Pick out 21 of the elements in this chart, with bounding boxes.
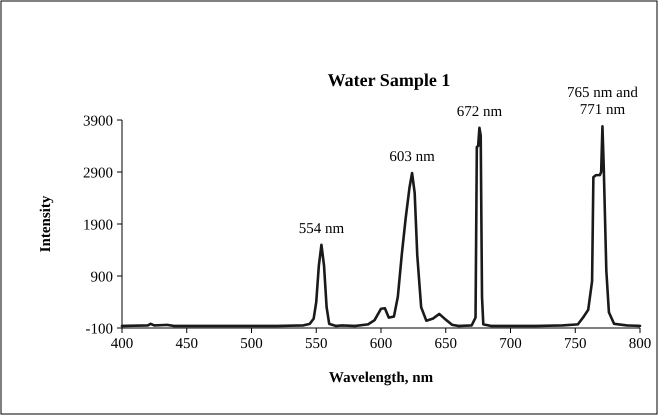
x-axis-title: Wavelength, nm: [328, 370, 434, 386]
annotation: 603 nm: [389, 149, 436, 166]
annotation: 765 nm and 771 nm: [567, 85, 638, 118]
x-tick-label: 400: [110, 336, 134, 352]
x-tick-label: 600: [370, 336, 392, 352]
x-tick-label: 550: [305, 336, 328, 352]
annotation: 554 nm: [298, 220, 344, 237]
y-tick-label: 900: [90, 269, 113, 286]
y-tick-label: 3900: [83, 113, 113, 130]
x-tick-label: 450: [176, 336, 198, 352]
annotation: 672 nm: [456, 104, 502, 120]
y-tick-label: 2900: [83, 165, 113, 182]
y-axis-title: Intensity: [38, 195, 54, 252]
x-tick-label: 650: [434, 336, 457, 352]
chart-title: Water Sample 1: [328, 70, 450, 90]
x-tick-label: 800: [628, 336, 652, 352]
x-tick-label: 700: [499, 336, 522, 352]
y-tick-label: 1900: [83, 217, 113, 234]
x-tick-label: 750: [564, 336, 586, 352]
x-tick-label: 500: [240, 336, 263, 352]
y-tick-label: -100: [86, 321, 113, 338]
